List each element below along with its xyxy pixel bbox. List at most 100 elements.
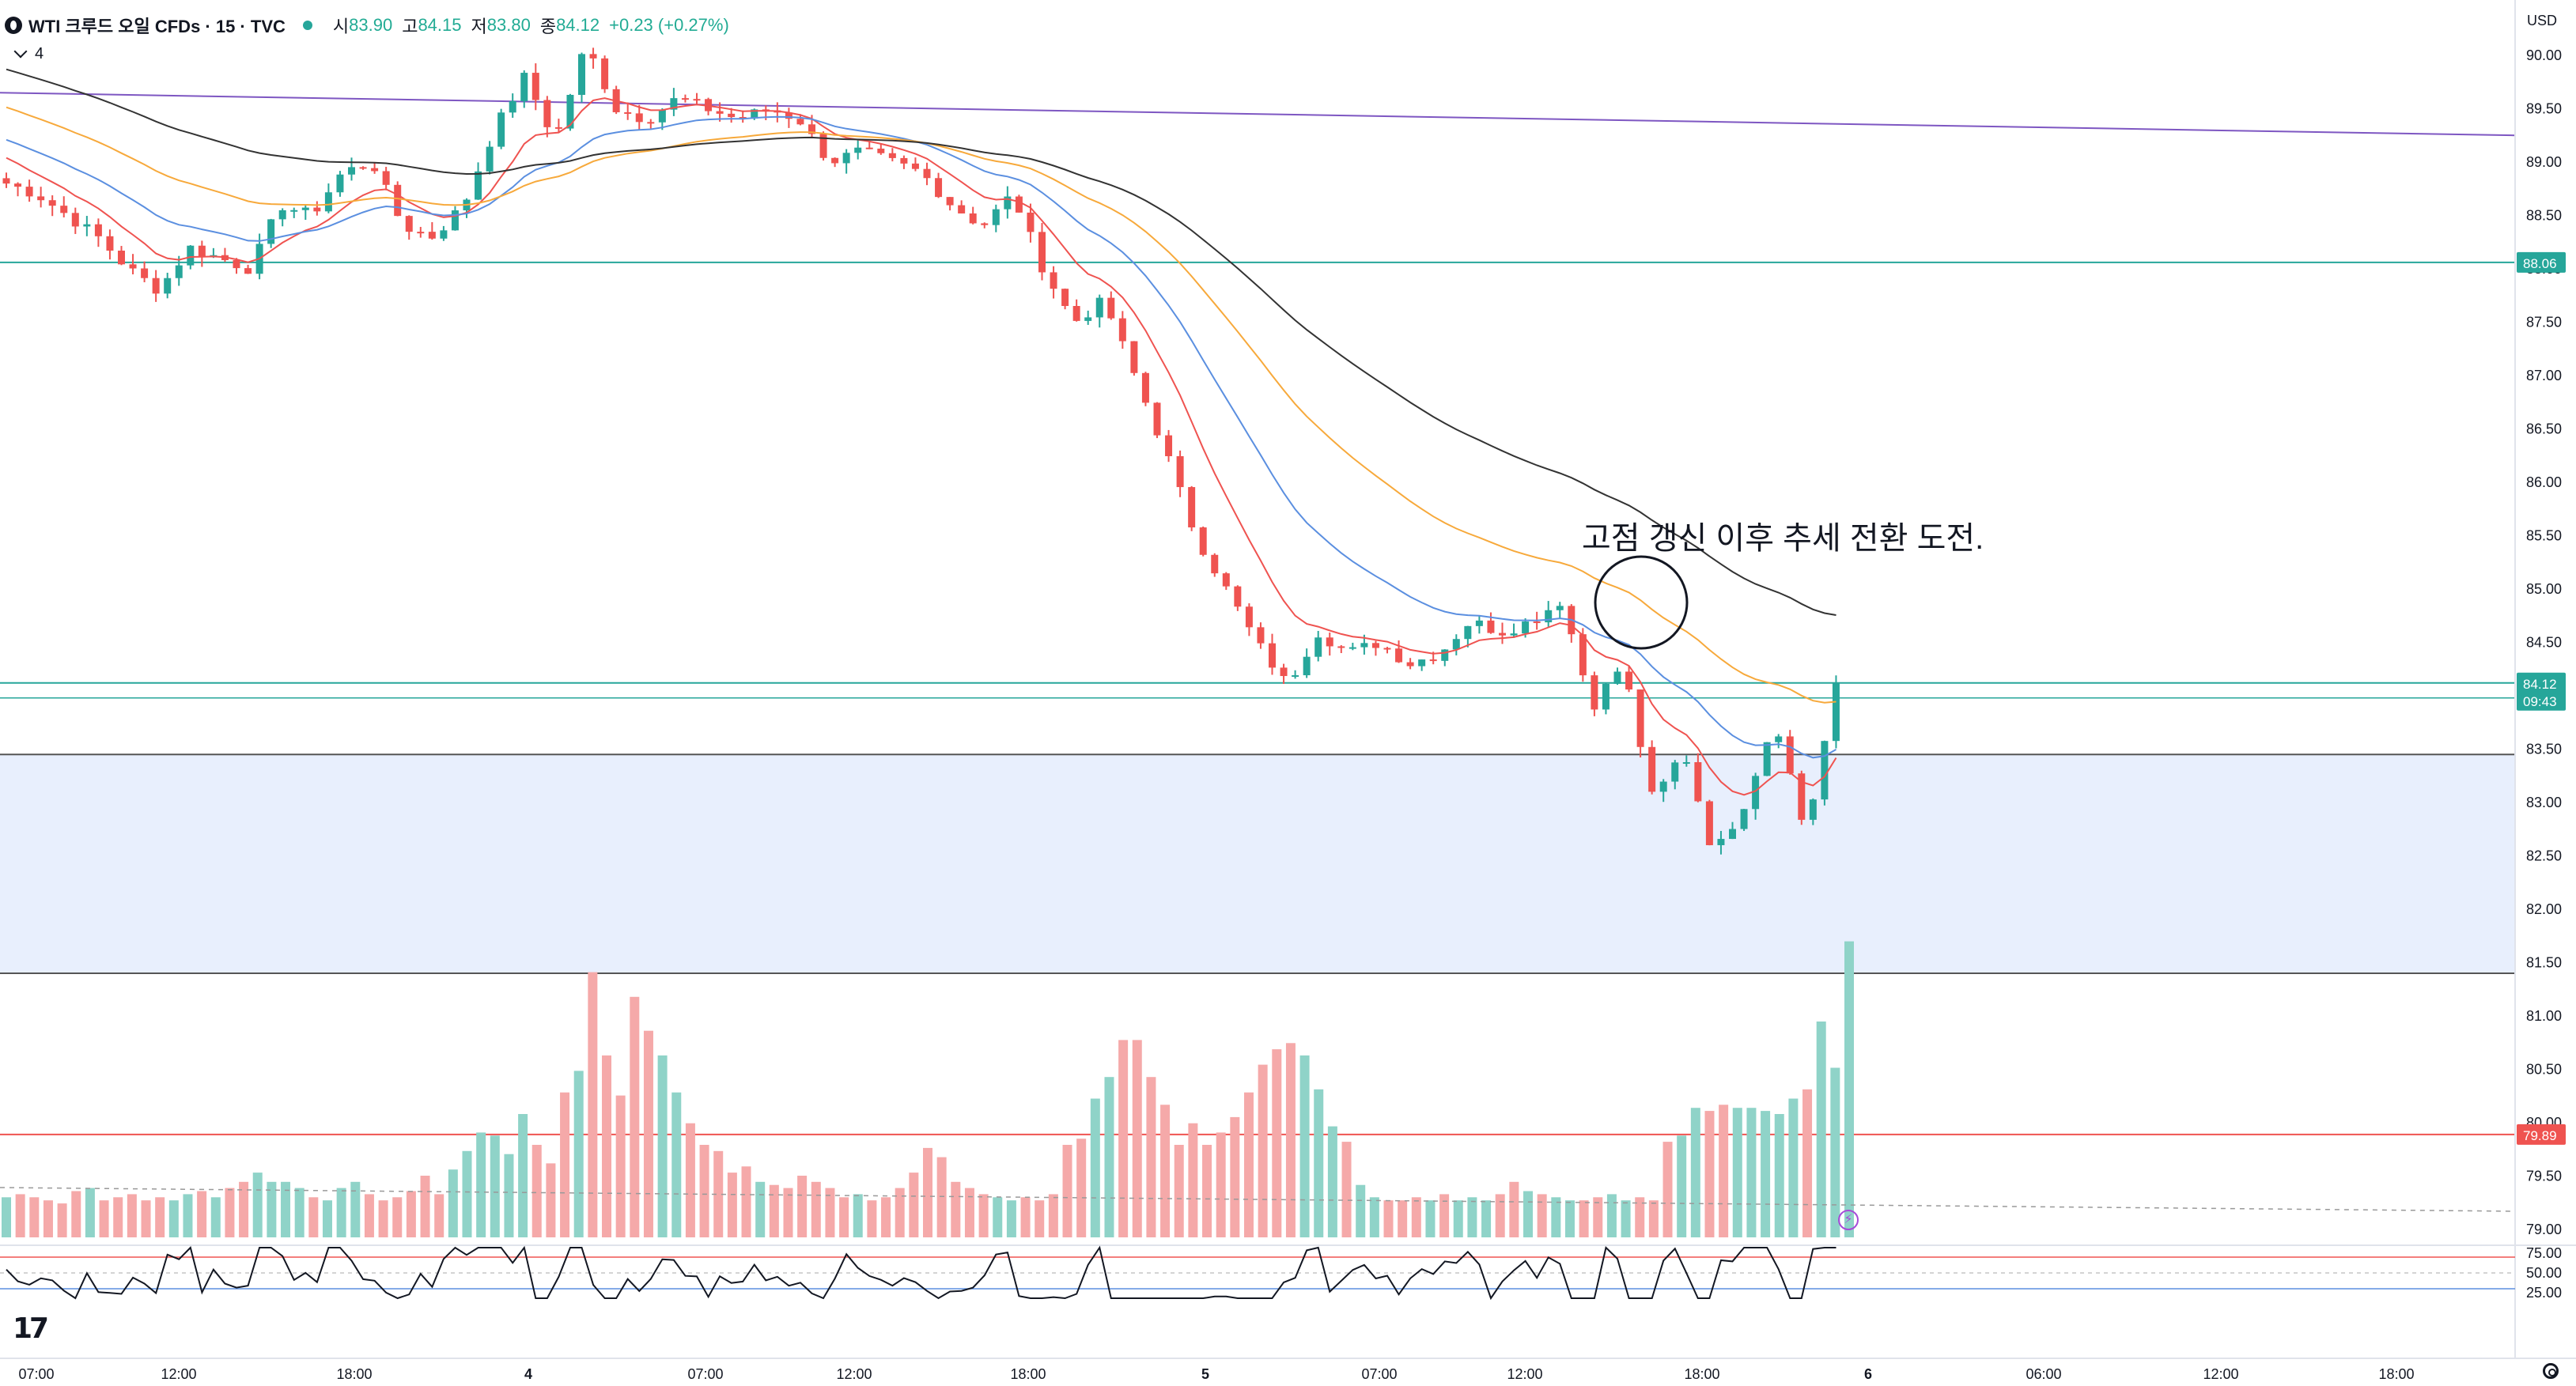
candle[interactable] bbox=[1464, 625, 1472, 640]
candle[interactable] bbox=[1095, 297, 1103, 318]
candle[interactable] bbox=[141, 268, 149, 278]
candle[interactable] bbox=[1763, 742, 1771, 776]
candle[interactable] bbox=[1717, 839, 1725, 845]
candle[interactable] bbox=[382, 171, 390, 185]
candle[interactable] bbox=[658, 109, 666, 123]
symbol-title[interactable]: WTI 크루드 오일 CFDs · 15 · TVC bbox=[28, 17, 286, 36]
candle[interactable] bbox=[278, 210, 286, 220]
candle[interactable] bbox=[1027, 212, 1035, 232]
ma-red-line[interactable] bbox=[6, 97, 1837, 796]
candle[interactable] bbox=[728, 113, 736, 118]
candle[interactable] bbox=[1118, 318, 1126, 342]
candle[interactable] bbox=[129, 264, 137, 269]
candle[interactable] bbox=[716, 111, 724, 114]
candle[interactable] bbox=[1084, 317, 1092, 321]
candle[interactable] bbox=[1786, 736, 1794, 774]
gear-icon[interactable] bbox=[2543, 1363, 2559, 1379]
candle[interactable] bbox=[1038, 232, 1046, 273]
candle[interactable] bbox=[1383, 648, 1391, 650]
candle[interactable] bbox=[1050, 272, 1057, 289]
candle[interactable] bbox=[164, 278, 172, 294]
candle[interactable] bbox=[1452, 639, 1460, 650]
candle[interactable] bbox=[911, 163, 919, 169]
candle[interactable] bbox=[635, 113, 643, 123]
candle[interactable] bbox=[1418, 659, 1426, 667]
candle[interactable] bbox=[1729, 829, 1736, 840]
candle[interactable] bbox=[624, 111, 632, 114]
candle[interactable] bbox=[935, 178, 943, 198]
candle[interactable] bbox=[554, 127, 562, 129]
candle[interactable] bbox=[877, 148, 885, 153]
candle[interactable] bbox=[2, 178, 10, 184]
candle[interactable] bbox=[946, 197, 954, 206]
candle[interactable] bbox=[1625, 671, 1633, 690]
candle[interactable] bbox=[1406, 662, 1414, 667]
candle[interactable] bbox=[969, 213, 977, 224]
candle[interactable] bbox=[440, 230, 448, 239]
candle[interactable] bbox=[417, 232, 425, 234]
candle[interactable] bbox=[1487, 620, 1495, 633]
candle[interactable] bbox=[48, 200, 56, 206]
candle[interactable] bbox=[509, 100, 516, 113]
candle[interactable] bbox=[1269, 643, 1276, 668]
candle[interactable] bbox=[888, 153, 896, 158]
candle[interactable] bbox=[831, 157, 839, 164]
candle[interactable] bbox=[71, 213, 79, 227]
candle[interactable] bbox=[371, 168, 379, 172]
candle[interactable] bbox=[1176, 455, 1184, 488]
candle[interactable] bbox=[60, 206, 68, 213]
level-price-tag[interactable] bbox=[2517, 251, 2566, 273]
candle[interactable] bbox=[693, 99, 701, 101]
candle[interactable] bbox=[475, 171, 482, 200]
candle[interactable] bbox=[94, 224, 102, 236]
candle[interactable] bbox=[842, 153, 850, 164]
candle[interactable] bbox=[1280, 667, 1288, 677]
candle[interactable] bbox=[118, 250, 125, 265]
candle[interactable] bbox=[854, 147, 862, 153]
candle[interactable] bbox=[1188, 487, 1196, 528]
candle[interactable] bbox=[1314, 637, 1322, 657]
candle[interactable] bbox=[324, 192, 332, 212]
candle[interactable] bbox=[1429, 659, 1437, 662]
candle[interactable] bbox=[520, 73, 528, 101]
candle[interactable] bbox=[1740, 809, 1748, 829]
candle[interactable] bbox=[1705, 801, 1713, 845]
candle[interactable] bbox=[589, 54, 597, 59]
candle[interactable] bbox=[1602, 683, 1610, 710]
candle[interactable] bbox=[751, 109, 758, 119]
candle[interactable] bbox=[1591, 675, 1598, 710]
candle[interactable] bbox=[992, 209, 1000, 225]
candle[interactable] bbox=[394, 184, 402, 217]
candle[interactable] bbox=[290, 210, 298, 212]
candle[interactable] bbox=[348, 167, 355, 175]
candle[interactable] bbox=[1292, 675, 1299, 678]
candle[interactable] bbox=[1337, 646, 1345, 648]
candle[interactable] bbox=[1107, 297, 1115, 319]
candle[interactable] bbox=[301, 207, 309, 210]
candle[interactable] bbox=[1371, 643, 1379, 648]
candle[interactable] bbox=[451, 210, 459, 231]
candle[interactable] bbox=[1349, 647, 1356, 649]
candle[interactable] bbox=[1798, 773, 1806, 820]
candle[interactable] bbox=[1234, 586, 1242, 607]
candle[interactable] bbox=[1222, 573, 1230, 587]
candle[interactable] bbox=[808, 124, 815, 134]
candle[interactable] bbox=[739, 117, 747, 119]
candle[interactable] bbox=[670, 98, 678, 110]
candle[interactable] bbox=[1659, 781, 1667, 792]
candle[interactable] bbox=[1395, 648, 1403, 663]
candle[interactable] bbox=[1303, 656, 1311, 676]
candle[interactable] bbox=[819, 134, 827, 158]
flash-icon[interactable]: ⚡ bbox=[1838, 1210, 1859, 1230]
candle[interactable] bbox=[958, 205, 966, 213]
candle[interactable] bbox=[543, 100, 551, 127]
candle[interactable] bbox=[359, 167, 367, 169]
candle[interactable] bbox=[531, 73, 539, 100]
candle[interactable] bbox=[336, 174, 344, 193]
candle[interactable] bbox=[601, 58, 609, 89]
level-price-tag[interactable] bbox=[2517, 1124, 2566, 1145]
candle[interactable] bbox=[1775, 736, 1783, 742]
candle[interactable] bbox=[796, 119, 804, 125]
candle[interactable] bbox=[1533, 621, 1541, 624]
symbol-header[interactable]: WTI 크루드 오일 CFDs · 15 · TVC 시 83.90 고 84.15… bbox=[5, 11, 729, 40]
